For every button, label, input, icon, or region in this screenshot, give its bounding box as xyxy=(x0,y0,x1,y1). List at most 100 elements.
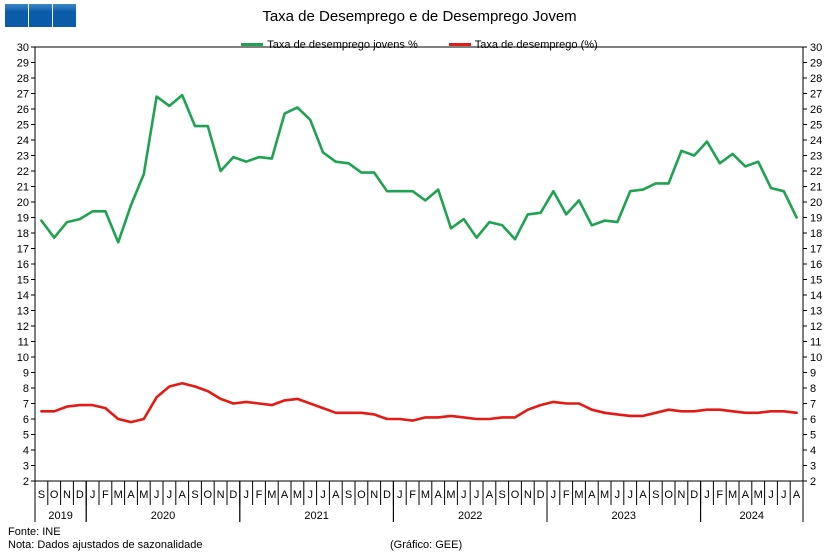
y-tick-label-right: 11 xyxy=(810,337,821,349)
x-tick-label: J xyxy=(781,489,787,501)
y-tick-label-left: 23 xyxy=(17,151,29,163)
x-tick-label: J xyxy=(167,489,173,501)
x-tick-label: J xyxy=(90,489,96,501)
y-tick-label-right: 15 xyxy=(810,275,822,287)
y-tick-label-left: 11 xyxy=(18,337,29,349)
y-tick-label-right: 4 xyxy=(810,445,816,457)
y-tick-label-right: 28 xyxy=(810,73,822,85)
y-tick-label-left: 27 xyxy=(17,89,29,101)
y-tick-label-right: 30 xyxy=(810,42,822,54)
y-tick-label-right: 5 xyxy=(810,430,816,442)
x-tick-label: F xyxy=(563,489,570,501)
x-tick-label: A xyxy=(281,489,289,501)
y-tick-label-left: 7 xyxy=(23,399,29,411)
x-tick-label: A xyxy=(639,489,647,501)
x-tick-label: F xyxy=(409,489,416,501)
x-tick-label: J xyxy=(320,489,326,501)
legend-swatch-total xyxy=(448,43,471,46)
x-tick-label: F xyxy=(716,489,723,501)
x-tick-label: J xyxy=(551,489,557,501)
y-tick-label-right: 18 xyxy=(810,228,822,240)
y-tick-label-left: 6 xyxy=(23,414,29,426)
legend-swatch-youth xyxy=(241,43,264,46)
x-tick-label: A xyxy=(435,489,443,501)
x-tick-label: N xyxy=(63,489,71,501)
y-tick-label-left: 16 xyxy=(17,259,29,271)
y-tick-label-right: 21 xyxy=(810,182,822,194)
y-tick-label-right: 27 xyxy=(810,89,822,101)
x-tick-label: M xyxy=(114,489,123,501)
series-line-1 xyxy=(40,381,798,424)
y-tick-label-right: 7 xyxy=(810,399,816,411)
x-tick-label: A xyxy=(742,489,750,501)
y-tick-label-right: 12 xyxy=(810,321,822,333)
y-tick-label-left: 14 xyxy=(17,290,29,302)
x-tick-label: D xyxy=(690,489,698,501)
y-tick-label-left: 13 xyxy=(17,306,29,318)
y-tick-label-left: 17 xyxy=(17,244,29,256)
x-tick-label: O xyxy=(511,489,520,501)
x-tick-label: A xyxy=(486,489,494,501)
y-tick-label-left: 10 xyxy=(17,352,29,364)
x-tick-label: O xyxy=(357,489,366,501)
year-label: 2022 xyxy=(458,510,482,522)
x-tick-label: M xyxy=(600,489,609,501)
y-tick-label-left: 12 xyxy=(17,321,29,333)
x-tick-label: J xyxy=(461,489,467,501)
x-tick-label: O xyxy=(664,489,673,501)
x-tick-label: J xyxy=(474,489,480,501)
series-line-0 xyxy=(40,93,798,244)
x-tick-label: S xyxy=(38,489,45,501)
x-tick-label: S xyxy=(499,489,506,501)
y-tick-label-right: 3 xyxy=(810,461,816,473)
y-tick-label-right: 25 xyxy=(810,120,822,132)
x-tick-label: N xyxy=(217,489,225,501)
year-label: 2021 xyxy=(304,510,328,522)
y-tick-label-left: 28 xyxy=(17,73,29,85)
x-tick-label: F xyxy=(256,489,263,501)
y-tick-label-right: 9 xyxy=(810,368,816,380)
x-tick-label: S xyxy=(652,489,659,501)
y-tick-label-left: 19 xyxy=(17,213,29,225)
x-tick-label: D xyxy=(229,489,237,501)
y-tick-label-left: 22 xyxy=(17,166,29,178)
y-tick-label-right: 6 xyxy=(810,414,816,426)
x-tick-label: A xyxy=(793,489,801,501)
y-tick-label-right: 2 xyxy=(810,476,816,488)
x-tick-label: M xyxy=(293,489,302,501)
y-tick-label-right: 29 xyxy=(810,58,822,70)
y-tick-label-right: 23 xyxy=(810,151,822,163)
y-tick-label-left: 29 xyxy=(17,58,29,70)
x-tick-label: S xyxy=(345,489,352,501)
x-tick-label: O xyxy=(204,489,213,501)
x-tick-label: J xyxy=(627,489,633,501)
footer-credit: (Gráfico: GEE) xyxy=(390,539,463,551)
x-tick-label: N xyxy=(677,489,685,501)
logo-square-3-icon xyxy=(53,4,76,27)
x-tick-label: D xyxy=(383,489,391,501)
y-tick-label-right: 19 xyxy=(810,213,822,225)
y-tick-label-right: 16 xyxy=(810,259,822,271)
year-label: 2019 xyxy=(48,510,72,522)
x-tick-label: J xyxy=(307,489,313,501)
footer-note: Nota: Dados ajustados de sazonalidade xyxy=(8,539,203,551)
y-tick-label-left: 18 xyxy=(17,228,29,240)
x-tick-label: A xyxy=(127,489,135,501)
footer-source: Fonte: INE xyxy=(8,526,61,538)
x-tick-label: J xyxy=(615,489,621,501)
x-tick-label: J xyxy=(397,489,403,501)
y-tick-label-left: 5 xyxy=(23,430,29,442)
y-tick-label-left: 4 xyxy=(23,445,29,457)
x-tick-label: J xyxy=(768,489,774,501)
y-tick-label-left: 9 xyxy=(23,368,29,380)
y-tick-label-right: 24 xyxy=(810,135,822,147)
x-tick-label: O xyxy=(50,489,59,501)
x-tick-label: M xyxy=(446,489,455,501)
y-tick-label-right: 17 xyxy=(810,244,822,256)
x-tick-label: M xyxy=(754,489,763,501)
x-tick-label: A xyxy=(179,489,187,501)
x-tick-label: J xyxy=(243,489,249,501)
y-tick-label-left: 25 xyxy=(17,120,29,132)
y-tick-label-right: 20 xyxy=(810,197,822,209)
